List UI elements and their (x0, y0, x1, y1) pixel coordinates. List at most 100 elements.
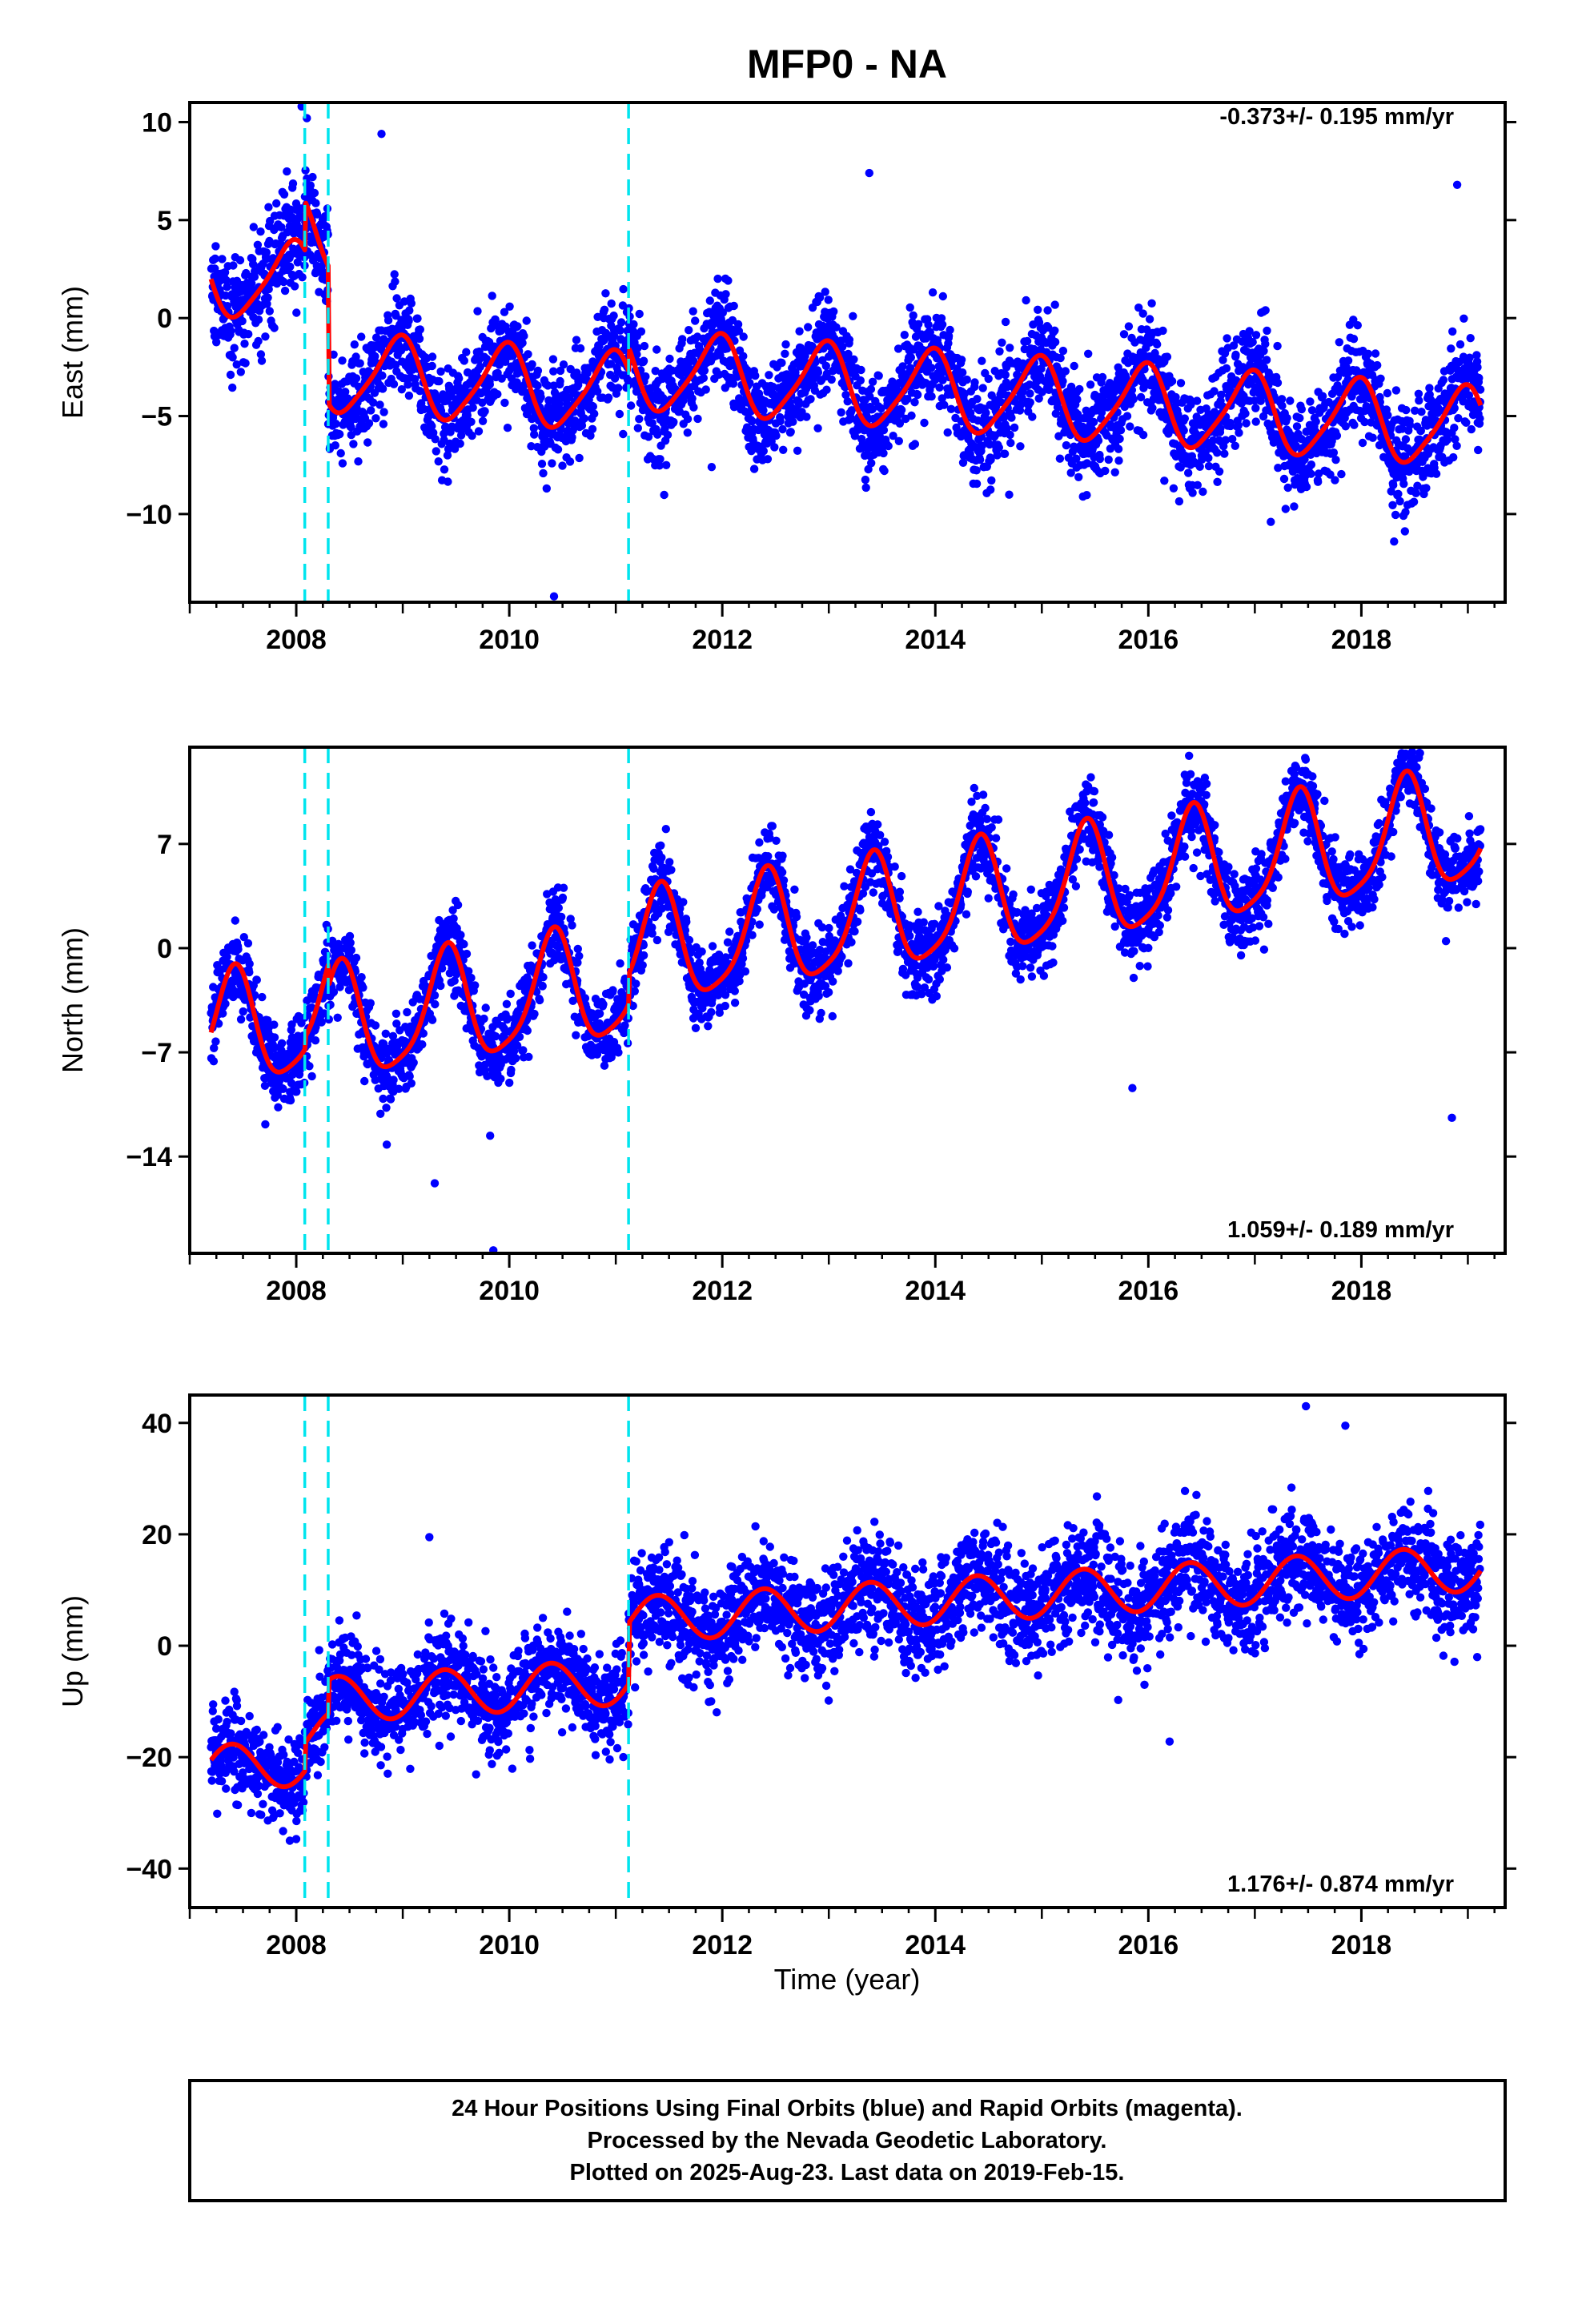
data-point (455, 374, 464, 383)
data-point (1138, 430, 1148, 440)
data-point (1006, 430, 1014, 440)
data-point (1256, 396, 1266, 405)
data-point (1390, 537, 1399, 546)
data-point (1353, 321, 1363, 330)
data-point (306, 181, 315, 190)
data-point (409, 1058, 418, 1068)
data-point (1050, 300, 1059, 309)
data-point (270, 324, 279, 332)
data-point (1358, 438, 1367, 448)
data-point (1062, 440, 1071, 450)
data-point (728, 316, 737, 325)
data-point (1234, 421, 1243, 430)
outlier-point (865, 168, 874, 178)
data-point (555, 400, 564, 408)
data-point (653, 430, 662, 439)
data-point (580, 414, 588, 423)
model-line-east (208, 200, 1484, 465)
data-point (1217, 390, 1226, 400)
data-point (1184, 468, 1193, 477)
data-point (610, 332, 619, 340)
data-point (1235, 428, 1243, 437)
data-point (924, 320, 933, 329)
data-point (572, 368, 581, 377)
data-point (345, 931, 355, 941)
data-point (1333, 372, 1343, 382)
data-point (1167, 376, 1177, 386)
data-point (1005, 490, 1014, 499)
data-point (1329, 448, 1339, 457)
data-point (1373, 360, 1382, 370)
data-point (1448, 327, 1457, 336)
data-point (413, 314, 422, 323)
data-point (419, 1029, 428, 1038)
data-point (590, 409, 599, 418)
data-point (1001, 317, 1010, 327)
data-point (234, 945, 243, 954)
data-point (1331, 476, 1339, 485)
data-point (364, 419, 374, 428)
data-point (1034, 305, 1042, 314)
data-point (1199, 487, 1207, 497)
data-point (982, 408, 990, 417)
data-point (548, 355, 558, 364)
data-point (1349, 335, 1359, 344)
data-point (363, 438, 372, 447)
data-point (254, 336, 263, 346)
data-point (1476, 385, 1485, 394)
data-point (505, 1078, 514, 1088)
data-point (371, 352, 379, 361)
data-point (970, 378, 979, 387)
data-point (986, 485, 995, 494)
data-point (553, 445, 563, 454)
data-point (437, 964, 447, 973)
data-point (1466, 334, 1475, 343)
data-point (724, 276, 733, 285)
data-point (1259, 347, 1268, 356)
data-point (615, 409, 624, 419)
data-point (827, 375, 836, 384)
data-point (832, 323, 841, 332)
data-point (241, 359, 250, 368)
data-point (391, 360, 400, 369)
data-point (519, 1046, 528, 1055)
data-point (428, 352, 437, 361)
data-point (232, 360, 241, 369)
data-point (898, 362, 907, 371)
data-point (546, 416, 555, 424)
data-point (652, 345, 661, 354)
data-point (1261, 340, 1270, 348)
data-point (913, 390, 922, 400)
data-point (903, 395, 912, 404)
data-point (505, 302, 514, 311)
data-point (478, 416, 488, 425)
data-point (1251, 404, 1260, 412)
data-point (347, 946, 355, 955)
data-point (1391, 510, 1400, 520)
data-point (277, 1039, 287, 1048)
data-point (226, 370, 235, 380)
data-point (619, 284, 628, 294)
data-point (473, 307, 482, 316)
data-point (468, 431, 476, 440)
data-point (1454, 414, 1463, 423)
data-point (428, 361, 436, 371)
data-point (371, 414, 380, 423)
data-point (513, 322, 522, 331)
data-point (844, 349, 853, 359)
xtick-label: 2016 (1118, 625, 1179, 655)
data-point (1439, 376, 1448, 384)
data-point (1138, 309, 1147, 318)
data-point (781, 349, 789, 358)
data-point (528, 941, 536, 950)
data-point (1474, 445, 1483, 455)
data-point (718, 308, 727, 317)
data-point (1195, 462, 1204, 471)
data-point (1114, 444, 1123, 453)
data-point (781, 340, 790, 349)
data-point (636, 327, 646, 336)
data-point (313, 210, 322, 219)
data-point (223, 952, 231, 962)
data-point (748, 416, 757, 426)
